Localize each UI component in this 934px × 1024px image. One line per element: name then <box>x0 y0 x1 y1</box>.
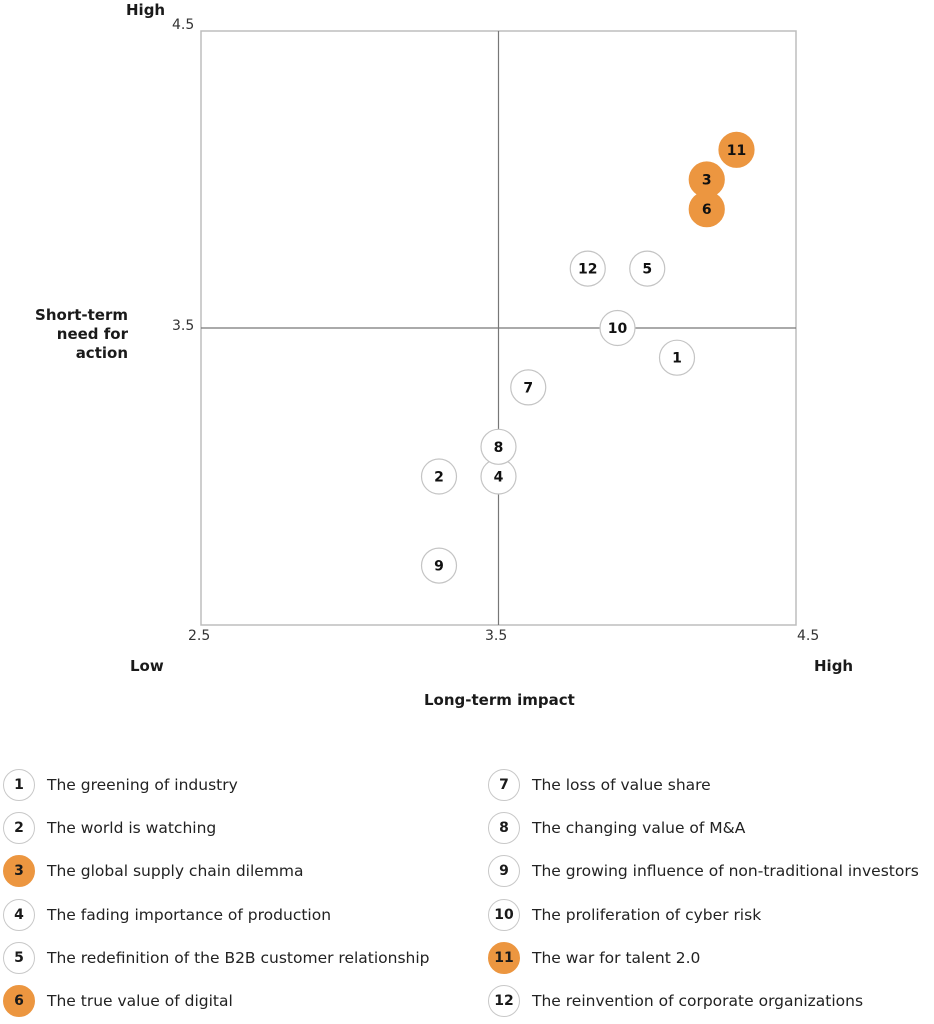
data-point-9 <box>420 547 458 584</box>
legend-number-badge: 11 <box>488 941 520 974</box>
legend-label: The war for talent 2.0 <box>532 948 701 967</box>
legend-item: 6 The true value of digital <box>3 983 233 1019</box>
legend-label: The world is watching <box>47 819 217 838</box>
data-point-11 <box>718 131 755 168</box>
x-tick-label: 4.5 <box>797 628 820 644</box>
data-point-label: 11 <box>727 143 746 159</box>
data-point-12 <box>569 250 606 287</box>
legend-label: The loss of value share <box>532 776 711 794</box>
legend-label: The changing value of M&A <box>532 819 746 838</box>
data-point-1 <box>658 339 696 376</box>
data-point-label: 3 <box>702 173 712 189</box>
legend-label: The redefinition of the B2B customer rel… <box>47 948 430 967</box>
legend-item: 9 The growing influence of non-traditiona… <box>488 853 919 889</box>
legend-item: 10 The proliferation of cyber risk <box>488 897 761 933</box>
legend-number-badge: 10 <box>488 898 520 931</box>
legend-label: The growing influence of non-traditional… <box>532 862 919 881</box>
legend-label: The reinvention of corporate organizatio… <box>532 992 864 1010</box>
legend-label: The true value of digital <box>47 992 233 1010</box>
legend-number-badge: 12 <box>488 985 520 1017</box>
x-tick-label: 2.5 <box>188 628 211 644</box>
legend-number-badge: 2 <box>3 812 35 845</box>
legend-label: The fading importance of production <box>47 905 332 924</box>
data-point-label: 4 <box>494 470 504 486</box>
legend-item: 2 The world is watching <box>3 810 216 846</box>
data-point-label: 12 <box>578 262 597 278</box>
data-point-2 <box>420 458 458 495</box>
legend-number-badge: 9 <box>488 855 520 888</box>
legend-number-badge: 1 <box>3 769 35 801</box>
legend-number-badge: 4 <box>3 898 35 931</box>
legend-item: 1 The greening of industry <box>3 767 238 803</box>
legend-item: 11 The war for talent 2.0 <box>488 940 700 976</box>
x-axis-label: Long-term impact <box>424 691 575 709</box>
data-point-label: 5 <box>642 262 652 278</box>
legend-number-badge: 5 <box>3 941 35 974</box>
data-point-7 <box>510 369 547 406</box>
legend-item: 8 The changing value of M&A <box>488 810 745 846</box>
x-low-label: Low <box>130 657 164 675</box>
legend-item: 7 The loss of value share <box>488 767 711 803</box>
data-point-label: 2 <box>434 470 444 486</box>
x-high-label: High <box>814 657 854 675</box>
y-tick-label: 4.5 <box>172 17 195 33</box>
data-point-label: 7 <box>523 380 533 396</box>
y-axis-label-line: Short-term <box>35 306 128 324</box>
legend-item: 12 The reinvention of corporate organizat… <box>488 983 863 1019</box>
data-point-10 <box>599 309 636 347</box>
data-point-label: 8 <box>494 440 504 456</box>
y-tick-label: 3.5 <box>172 318 195 334</box>
data-point-8 <box>480 428 517 465</box>
legend-number-badge: 3 <box>3 855 35 888</box>
legend-label: The greening of industry <box>47 776 238 794</box>
data-point-label: 10 <box>608 321 628 337</box>
legend-number-badge: 8 <box>488 812 520 845</box>
data-point-label: 6 <box>702 202 712 218</box>
data-point-6 <box>688 191 725 228</box>
y-axis-label-line: need for action <box>56 325 128 362</box>
data-point-label: 1 <box>672 351 682 367</box>
legend-number-badge: 6 <box>3 985 35 1017</box>
x-tick-label: 3.5 <box>485 628 508 644</box>
y-high-label: High <box>126 1 166 19</box>
legend-item: 4 The fading importance of production <box>3 897 331 933</box>
data-point-label: 9 <box>434 559 444 575</box>
data-point-5 <box>629 250 666 287</box>
legend-number-badge: 7 <box>488 769 520 801</box>
legend-item: 3 The global supply chain dilemma <box>3 853 304 889</box>
y-axis-label: Short-term need for action <box>0 306 128 363</box>
legend-item: 5 The redefinition of the B2B customer re… <box>3 940 430 976</box>
legend-label: The proliferation of cyber risk <box>532 905 762 924</box>
legend-label: The global supply chain dilemma <box>47 862 304 881</box>
